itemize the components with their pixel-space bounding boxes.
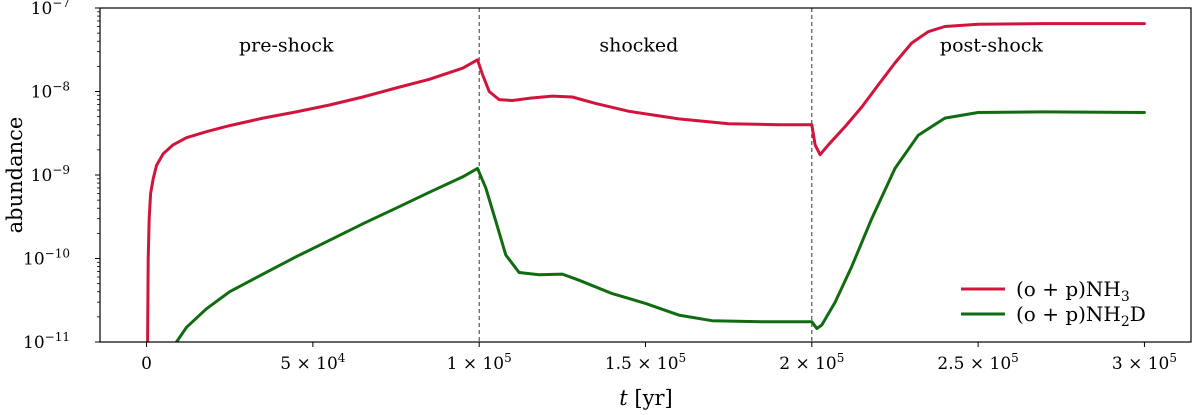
x-axis-label: t [yr] — [619, 386, 672, 410]
legend-label-nh3: (o + p)NH3 — [1016, 277, 1130, 305]
y-tick-label: 10−8 — [31, 80, 70, 103]
x-tick-label: 5 × 104 — [280, 351, 346, 374]
y-tick-label: 10−11 — [23, 330, 70, 353]
region-label-shocked: shocked — [599, 35, 678, 57]
legend: (o + p)NH3(o + p)NH2D — [961, 277, 1146, 330]
x-tick-label: 3 × 105 — [1112, 351, 1177, 374]
x-tick-label: 2 × 105 — [779, 351, 844, 374]
x-tick-label: 0 — [141, 354, 152, 374]
region-label-post-shock: post-shock — [940, 35, 1043, 57]
legend-label-nh2d: (o + p)NH2D — [1016, 302, 1146, 330]
x-tick-label: 1 × 105 — [447, 351, 512, 374]
x-tick-label: 1.5 × 105 — [605, 351, 686, 374]
series-line-nh2d — [175, 110, 1146, 342]
y-tick-label: 10−7 — [31, 0, 70, 19]
series-line-nh3 — [146, 22, 1146, 342]
x-tick-label: 2.5 × 105 — [937, 351, 1018, 374]
region-label-pre-shock: pre-shock — [239, 35, 334, 57]
y-axis-label: abundance — [3, 117, 27, 234]
y-tick-label: 10−9 — [31, 163, 70, 186]
y-tick-label: 10−10 — [23, 247, 70, 270]
